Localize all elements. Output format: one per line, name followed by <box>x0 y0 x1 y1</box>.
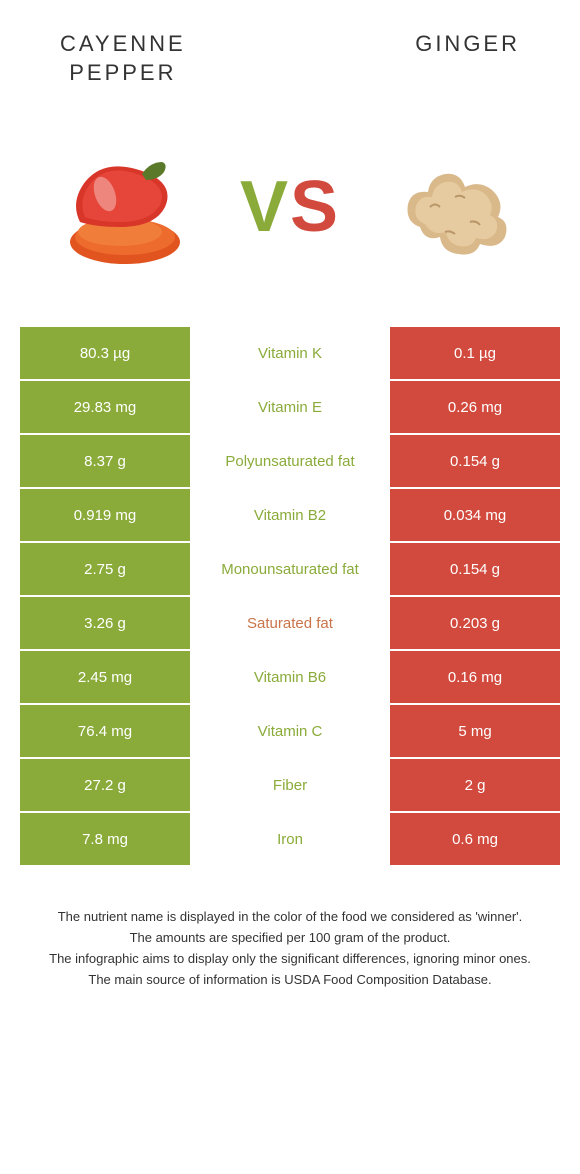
nutrient-label: Saturated fat <box>190 597 390 649</box>
left-value: 27.2 g <box>20 759 190 811</box>
nutrient-label: Monounsaturated fat <box>190 543 390 595</box>
nutrient-label: Fiber <box>190 759 390 811</box>
footer-line-3: The infographic aims to display only the… <box>30 949 550 970</box>
right-value: 0.154 g <box>390 543 560 595</box>
left-value: 2.45 mg <box>20 651 190 703</box>
vs-v-letter: V <box>240 167 290 247</box>
table-row: 76.4 mgVitamin C5 mg <box>20 705 560 757</box>
nutrient-table: 80.3 µgVitamin K0.1 µg29.83 mgVitamin E0… <box>0 327 580 865</box>
left-value: 8.37 g <box>20 435 190 487</box>
table-row: 29.83 mgVitamin E0.26 mg <box>20 381 560 433</box>
cayenne-pepper-image <box>50 132 200 282</box>
left-food-title: Cayenne pepper <box>60 30 186 87</box>
left-value: 3.26 g <box>20 597 190 649</box>
right-value: 0.203 g <box>390 597 560 649</box>
right-value: 0.16 mg <box>390 651 560 703</box>
table-row: 2.45 mgVitamin B60.16 mg <box>20 651 560 703</box>
left-value: 7.8 mg <box>20 813 190 865</box>
table-row: 2.75 gMonounsaturated fat0.154 g <box>20 543 560 595</box>
right-food-title: Ginger <box>415 30 520 87</box>
right-value: 0.1 µg <box>390 327 560 379</box>
table-row: 8.37 gPolyunsaturated fat0.154 g <box>20 435 560 487</box>
left-value: 0.919 mg <box>20 489 190 541</box>
nutrient-label: Vitamin B2 <box>190 489 390 541</box>
table-row: 80.3 µgVitamin K0.1 µg <box>20 327 560 379</box>
vs-row: VS <box>0 107 580 327</box>
footer-line-2: The amounts are specified per 100 gram o… <box>30 928 550 949</box>
right-value: 5 mg <box>390 705 560 757</box>
footer-line-1: The nutrient name is displayed in the co… <box>30 907 550 928</box>
ginger-image <box>380 132 530 282</box>
nutrient-label: Iron <box>190 813 390 865</box>
vs-s-letter: S <box>290 167 340 247</box>
table-row: 27.2 gFiber2 g <box>20 759 560 811</box>
left-value: 80.3 µg <box>20 327 190 379</box>
vs-label: VS <box>240 166 340 248</box>
footer-notes: The nutrient name is displayed in the co… <box>0 867 580 1010</box>
right-value: 0.154 g <box>390 435 560 487</box>
left-value: 76.4 mg <box>20 705 190 757</box>
right-value: 0.26 mg <box>390 381 560 433</box>
nutrient-label: Vitamin B6 <box>190 651 390 703</box>
right-value: 0.034 mg <box>390 489 560 541</box>
table-row: 3.26 gSaturated fat0.203 g <box>20 597 560 649</box>
nutrient-label: Vitamin K <box>190 327 390 379</box>
footer-line-4: The main source of information is USDA F… <box>30 970 550 991</box>
right-value: 2 g <box>390 759 560 811</box>
nutrient-label: Vitamin E <box>190 381 390 433</box>
table-row: 0.919 mgVitamin B20.034 mg <box>20 489 560 541</box>
table-row: 7.8 mgIron0.6 mg <box>20 813 560 865</box>
nutrient-label: Vitamin C <box>190 705 390 757</box>
nutrient-label: Polyunsaturated fat <box>190 435 390 487</box>
right-value: 0.6 mg <box>390 813 560 865</box>
header: Cayenne pepper Ginger <box>0 0 580 107</box>
left-value: 29.83 mg <box>20 381 190 433</box>
left-value: 2.75 g <box>20 543 190 595</box>
